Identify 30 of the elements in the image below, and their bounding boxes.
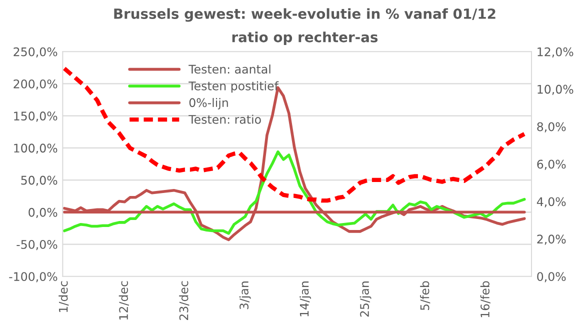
y-tick-label: 100,0% [14,144,58,154]
y-tick-label: 0,0% [28,208,58,218]
legend-label: 0%-lijn [189,98,228,110]
x-tick-label: 14/jan [300,282,312,316]
x-tick-label: 25/jan [360,282,372,317]
y2-tick-label: 0,0% [537,272,566,282]
y-tick-label: -100,0% [9,272,58,282]
x-tick-label: 16/feb [480,281,490,318]
y2-tick-label: 12,0% [538,47,574,58]
x-tick-label: 5/feb [420,281,430,310]
chart-title: Brussels gewest: week-evolutie in % vanaf 01/12 [114,8,496,22]
x-tick-label: 12/dec [118,281,129,320]
y-tick-label: 150,0% [14,112,58,122]
y-tick-label: -50,0% [16,240,58,250]
y2-tick-label: 2,0% [537,234,566,245]
y-tick-label: 200,0% [14,79,58,90]
legend-label: Testen: aantal [188,64,270,74]
x-tick-label: 23/dec [179,281,190,320]
y-tick-label: 50,0% [21,176,58,186]
legend-label: Testen postitief [188,81,279,93]
y2-tick-label: 4,0% [536,197,566,208]
x-tick-label: 3/jan [239,282,251,310]
y-tick-label: 250,0% [14,47,58,58]
legend-label: Testen: ratio [188,114,261,124]
x-tick-label: 1/dec [58,281,69,312]
y2-tick-label: 6,0% [537,160,566,170]
y2-tick-label: 8,0% [537,122,566,132]
y2-tick-label: 10,0% [538,84,574,95]
line-series [62,66,526,203]
chart-subtitle: ratio op rechter-as [232,32,378,46]
